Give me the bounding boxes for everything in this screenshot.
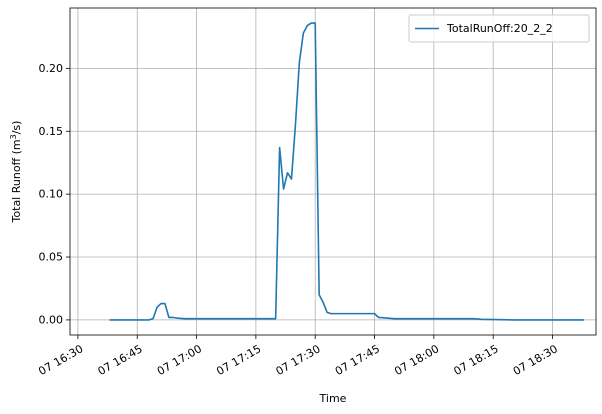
legend-box: [408, 14, 590, 43]
x-tick-label: 07 18:00: [392, 342, 441, 378]
y-tick-label: 0.05: [39, 251, 64, 264]
plot-data: [109, 22, 585, 321]
y-tick-label: 0.10: [39, 188, 64, 201]
x-tick-label: 07 17:15: [214, 342, 263, 378]
x-tick-label: 07 17:45: [333, 342, 382, 378]
y-tick-label: 0.15: [39, 125, 64, 138]
y-axis-label-main: Total Runoff (m: [10, 139, 23, 223]
legend-entry-label: TotalRunOff:20_2_2: [446, 22, 553, 35]
axis-ticks: 07 16:30 07 16:45 07 17:00 07 17:15 07 17:30…: [36, 62, 560, 378]
y-tick-label: 0.00: [39, 313, 64, 326]
y-axis-label-superscript: 3: [9, 134, 18, 139]
x-axis-label: Time: [319, 392, 347, 405]
x-tick-label: 07 17:30: [274, 342, 323, 378]
y-axis-label: Total Runoff (m3/s): [9, 121, 23, 224]
x-tick-label: 07 16:45: [96, 342, 145, 378]
y-tick-label: 0.20: [39, 62, 64, 75]
x-tick-label: 07 18:30: [511, 342, 560, 378]
series-line: [109, 22, 585, 321]
plot-frame: [69, 7, 597, 336]
x-tick-label: 07 17:00: [155, 342, 204, 378]
x-tick-label: 07 18:15: [452, 342, 501, 378]
x-tick-label: 07 16:30: [36, 342, 85, 378]
grid-lines: [70, 8, 596, 335]
legend: TotalRunOff:20_2_2: [408, 14, 590, 43]
y-axis-label-tail: /s): [10, 121, 23, 135]
